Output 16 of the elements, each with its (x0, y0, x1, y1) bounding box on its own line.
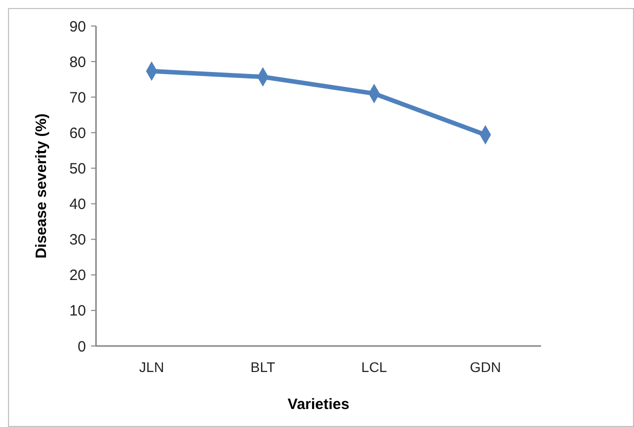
y-tick-label: 60 (69, 124, 86, 142)
y-tick-label: 40 (69, 196, 86, 214)
y-tick-label: 20 (69, 267, 86, 284)
y-tick-label: 0 (78, 338, 86, 356)
y-tick-label: 70 (69, 89, 86, 106)
x-tick-label: GDN (470, 359, 501, 375)
y-tick-label: 90 (69, 18, 86, 36)
y-tick-label: 50 (69, 160, 86, 178)
y-tick-label: 10 (69, 302, 86, 320)
x-axis-title: Varieties (288, 396, 350, 413)
x-tick-label: BLT (250, 359, 276, 375)
x-tick-label: LCL (361, 359, 388, 375)
y-axis-title: Disease severity (%) (33, 113, 50, 259)
y-tick-label: 30 (69, 232, 86, 249)
x-tick-label: JLN (139, 359, 164, 375)
y-tick-label: 80 (69, 54, 86, 71)
